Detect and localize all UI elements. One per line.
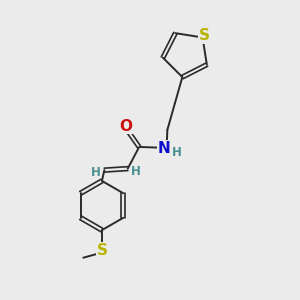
Text: H: H — [131, 164, 141, 178]
Text: S: S — [199, 28, 209, 44]
Text: N: N — [158, 141, 170, 156]
Text: H: H — [91, 166, 101, 179]
Text: H: H — [171, 146, 181, 159]
Text: O: O — [119, 118, 132, 134]
Text: S: S — [97, 243, 108, 258]
